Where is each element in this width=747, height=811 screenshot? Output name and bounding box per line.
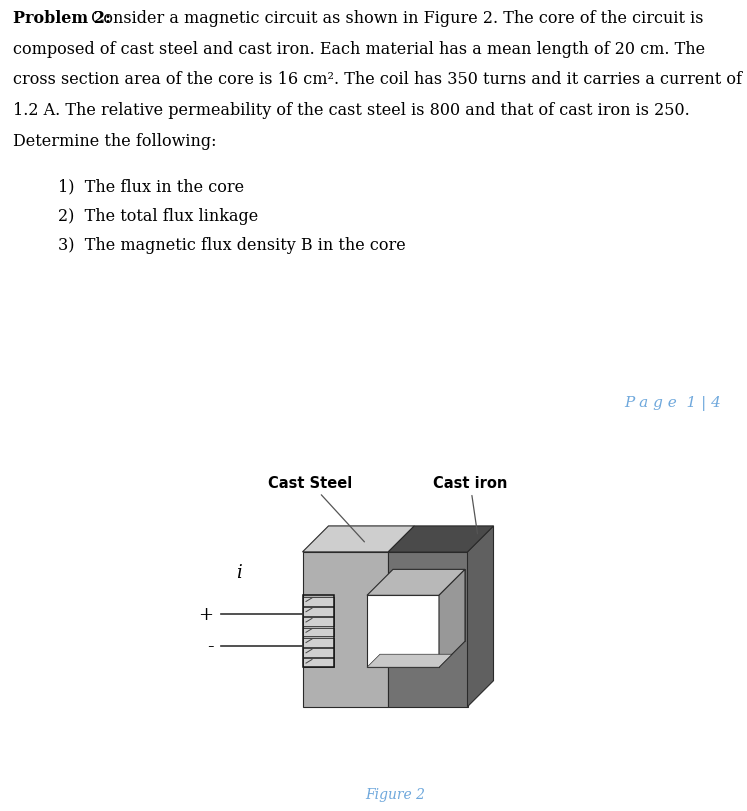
Polygon shape — [468, 526, 494, 706]
Text: Problem 2:: Problem 2: — [13, 10, 111, 27]
Polygon shape — [303, 526, 415, 552]
Text: +: + — [199, 606, 214, 624]
Polygon shape — [303, 618, 333, 626]
Text: Cast Steel: Cast Steel — [268, 475, 365, 543]
Polygon shape — [303, 607, 333, 616]
Text: Determine the following:: Determine the following: — [13, 133, 217, 150]
Polygon shape — [393, 569, 465, 642]
Polygon shape — [439, 569, 465, 667]
Polygon shape — [303, 649, 333, 657]
Text: -: - — [207, 637, 214, 655]
Text: 3)  The magnetic flux density B in the core: 3) The magnetic flux density B in the co… — [58, 237, 406, 254]
Polygon shape — [303, 638, 333, 647]
Text: i: i — [235, 564, 241, 581]
Text: 1.2 A. The relative permeability of the cast steel is 800 and that of cast iron : 1.2 A. The relative permeability of the … — [13, 102, 690, 119]
Polygon shape — [303, 597, 333, 606]
Text: P a g e  1 | 4: P a g e 1 | 4 — [624, 395, 721, 410]
Text: composed of cast steel and cast iron. Each material has a mean length of 20 cm. : composed of cast steel and cast iron. Ea… — [13, 41, 706, 58]
Polygon shape — [388, 526, 494, 552]
Polygon shape — [367, 569, 465, 595]
Polygon shape — [303, 628, 333, 637]
Text: Consider a magnetic circuit as shown in Figure 2. The core of the circuit is: Consider a magnetic circuit as shown in … — [86, 10, 704, 27]
Text: 1)  The flux in the core: 1) The flux in the core — [58, 178, 244, 195]
Polygon shape — [303, 659, 333, 667]
Text: cross section area of the core is 16 cm². The coil has 350 turns and it carries : cross section area of the core is 16 cm²… — [13, 71, 743, 88]
Polygon shape — [367, 654, 452, 667]
Text: Cast iron: Cast iron — [433, 475, 507, 534]
Text: Figure 2: Figure 2 — [365, 787, 425, 801]
Polygon shape — [367, 595, 439, 667]
Polygon shape — [388, 552, 468, 706]
Polygon shape — [303, 552, 388, 706]
Text: 2)  The total flux linkage: 2) The total flux linkage — [58, 208, 258, 225]
